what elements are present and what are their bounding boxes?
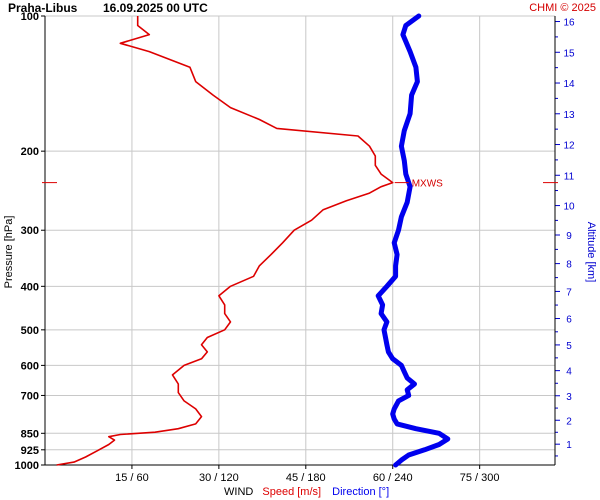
pressure-tick-label: 500 (21, 325, 39, 337)
altitude-tick-label: 10 (563, 202, 575, 213)
wind-tick-label: 45 / 180 (286, 472, 326, 484)
pressure-axis-label: Pressure [hPa] (3, 216, 15, 289)
altitude-tick-label: 15 (563, 48, 575, 59)
pressure-tick-label: 300 (21, 225, 39, 237)
pressure-tick-label: 600 (21, 360, 39, 372)
altitude-tick-label: 6 (566, 315, 572, 326)
wind-tick-label: 15 / 60 (115, 472, 149, 484)
speed-axis-label: Speed [m/s] (262, 486, 321, 498)
altitude-tick-label: 13 (563, 110, 575, 121)
direction-series-line (375, 13, 451, 468)
wind-axis-prefix: WIND (224, 486, 253, 498)
pressure-tick-label: 400 (21, 281, 39, 293)
direction-axis-label: Direction [°] (332, 486, 389, 498)
pressure-tick-label: 100 (21, 11, 39, 23)
altitude-tick-label: 8 (566, 260, 572, 271)
series-lines (56, 13, 451, 468)
credit-label: CHMI © 2025 (529, 2, 596, 14)
wind-tick-label: 60 / 240 (373, 472, 413, 484)
mxws-label: MXWS (412, 179, 443, 190)
datetime-title: 16.09.2025 00 UTC (103, 1, 208, 15)
altitude-tick-label: 14 (563, 79, 575, 90)
speed-series-line (56, 16, 394, 466)
altitude-tick-label: 5 (566, 341, 572, 352)
altitude-tick-label: 2 (566, 416, 572, 427)
altitude-axis-label: Altitude [km] (585, 222, 597, 283)
pressure-tick-label: 925 (21, 445, 39, 457)
altitude-tick-label: 9 (566, 231, 572, 242)
wind-tick-label: 75 / 300 (460, 472, 500, 484)
wind-tick-label: 30 / 120 (199, 472, 239, 484)
wind-axis-label: WIND Speed [m/s] Direction [°] (224, 486, 389, 498)
pressure-tick-label: 850 (21, 428, 39, 440)
station-title: Praha-Libus (8, 1, 78, 15)
pressure-axis: 100 200 300 400 500 600 700 850 925 1000 (15, 11, 45, 472)
altitude-tick-label: 11 (564, 171, 575, 182)
altitude-tick-label: 4 (566, 367, 572, 378)
altitude-tick-label: 7 (566, 287, 572, 298)
pressure-tick-label: 1000 (15, 460, 39, 472)
pressure-tick-label: 200 (21, 146, 39, 158)
pressure-tick-label: 700 (21, 390, 39, 402)
altitude-tick-label: 1 (566, 440, 572, 451)
annotations: MXWS (42, 179, 558, 190)
altitude-tick-label: 16 (563, 18, 575, 29)
wind-axis: 15 / 60 30 / 120 45 / 180 60 / 240 75 / 300 (115, 465, 500, 484)
altitude-tick-label: 12 (563, 141, 575, 152)
plot-area (45, 16, 555, 465)
altitude-tick-label: 3 (566, 392, 572, 403)
